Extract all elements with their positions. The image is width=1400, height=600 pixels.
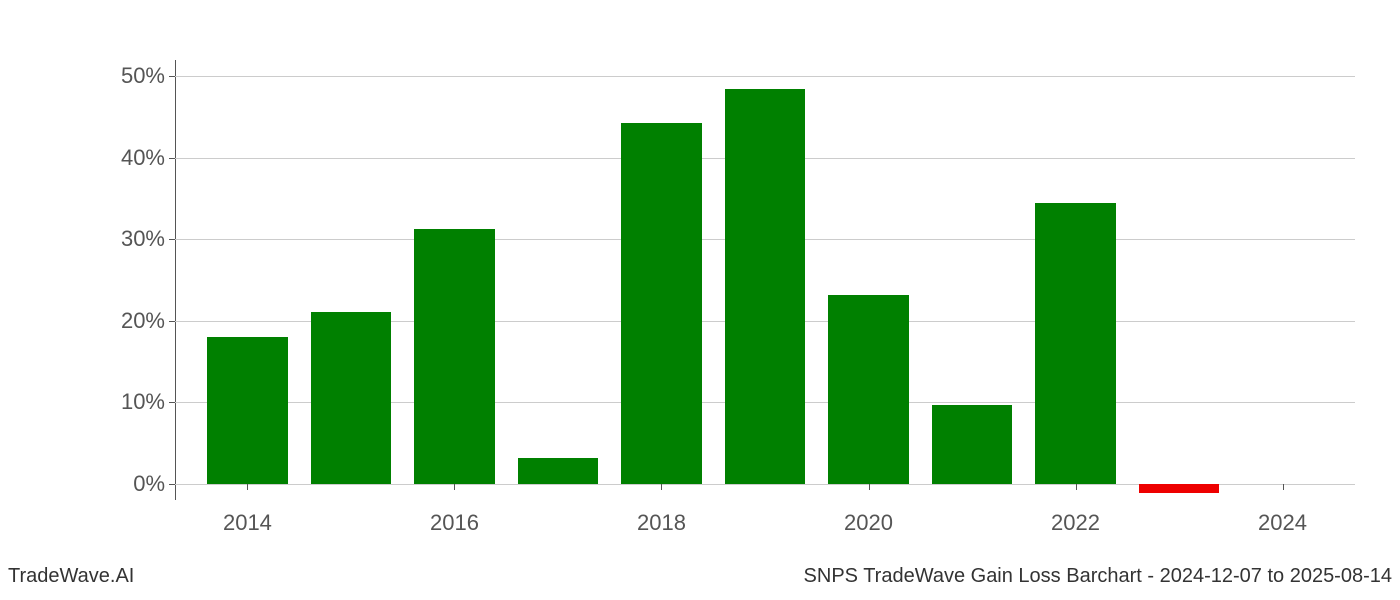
bar [518, 458, 599, 484]
xtick-mark [869, 484, 870, 490]
footer-caption: SNPS TradeWave Gain Loss Barchart - 2024… [804, 565, 1392, 588]
xtick-mark [1076, 484, 1077, 490]
xtick-label: 2014 [223, 510, 272, 536]
ytick-mark [169, 239, 175, 240]
xtick-mark [247, 484, 248, 490]
xtick-mark [454, 484, 455, 490]
ytick-mark [169, 76, 175, 77]
xtick-label: 2024 [1258, 510, 1307, 536]
ytick-mark [169, 321, 175, 322]
ytick-label: 10% [121, 389, 165, 415]
bar [207, 337, 288, 484]
ytick-mark [169, 484, 175, 485]
xtick-label: 2016 [430, 510, 479, 536]
ytick-label: 40% [121, 145, 165, 171]
ytick-mark [169, 402, 175, 403]
ytick-label: 30% [121, 226, 165, 252]
ytick-label: 50% [121, 63, 165, 89]
ytick-label: 0% [133, 471, 165, 497]
bar [414, 229, 495, 483]
bar [725, 89, 806, 484]
gridline [175, 76, 1355, 77]
chart-container: TradeWave.AI SNPS TradeWave Gain Loss Ba… [0, 0, 1400, 600]
bar [828, 295, 909, 484]
bar [932, 405, 1013, 484]
bar [1139, 484, 1220, 493]
xtick-mark [661, 484, 662, 490]
xtick-mark [1283, 484, 1284, 490]
ytick-label: 20% [121, 308, 165, 334]
bar [311, 312, 392, 484]
bar [1035, 203, 1116, 483]
ytick-mark [169, 158, 175, 159]
xtick-label: 2022 [1051, 510, 1100, 536]
xtick-label: 2020 [844, 510, 893, 536]
plot-area [175, 60, 1355, 500]
bar [621, 123, 702, 484]
y-axis-line [175, 60, 176, 500]
footer-brand: TradeWave.AI [8, 565, 134, 588]
xtick-label: 2018 [637, 510, 686, 536]
